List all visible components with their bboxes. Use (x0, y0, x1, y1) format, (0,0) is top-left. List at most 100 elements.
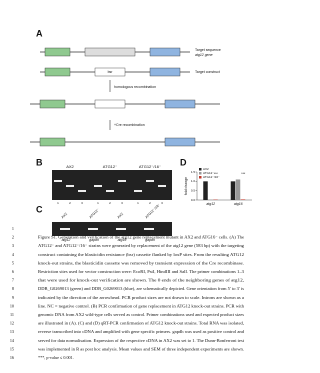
label: Target construct (195, 70, 220, 74)
line-number: 10 (10, 303, 14, 308)
primer-label: 1 (137, 201, 139, 205)
gel-band (54, 180, 62, 182)
line-number: 14 (10, 338, 15, 343)
caption-line: was implemented in R as post hoc analysi… (38, 346, 244, 351)
panel-label: C (36, 204, 43, 214)
legend-label: ATG12⁻ (203, 171, 214, 175)
gene-box (149, 47, 181, 57)
lane-label: ATG12⁻ (103, 164, 118, 169)
gene-box (164, 99, 196, 109)
y-tick-label: 1.5 (191, 170, 196, 174)
caption-line: Restriction sites used for vector constr… (38, 269, 244, 275)
caption-line: ***, p-value ≤ 0.001. (38, 355, 74, 361)
primer-label: 1 (97, 201, 99, 205)
caption-line: DDB_G0269013 (green) and DDB_G0269013 (b… (38, 286, 244, 292)
bar (235, 179, 241, 200)
legend-swatch (199, 172, 202, 175)
annotation: *** (241, 172, 246, 176)
gene-box (39, 137, 66, 147)
line-number: 11 (10, 312, 14, 317)
primer-label: 2 (149, 201, 151, 205)
y-tick-label: 0.5 (191, 188, 196, 192)
panel-label: D (180, 157, 187, 167)
caption-line: reverse transcribed into cDNA and amplif… (38, 329, 245, 334)
gel-band (116, 228, 126, 230)
label: Target sequence (195, 48, 221, 52)
panel-bc: B C D (36, 157, 187, 236)
caption-line: knock-out strains, the blasticidin casse… (38, 260, 244, 266)
legend-swatch (199, 176, 202, 179)
gel-image (52, 222, 172, 236)
label: atg12 gene (195, 53, 213, 57)
caption-line: Figure S1. Generation and verification o… (38, 235, 244, 240)
primer-label: 3 (121, 201, 123, 205)
caption-line: are illustrated in (A). (C) and (D) qRT-… (38, 321, 244, 327)
gel-band (78, 190, 86, 192)
gel-band (106, 190, 114, 192)
gel-band (88, 228, 98, 230)
line-number: 13 (10, 329, 14, 334)
caption-line: that were used for knock-out verificatio… (38, 278, 244, 284)
caption-line: indicated by the direction of the arrowh… (38, 295, 244, 300)
lane-label: AX2 (61, 212, 69, 220)
lane-label: ATG12⁻ (89, 207, 101, 219)
lane-label: ATG12⁻/16⁻ (139, 164, 161, 169)
gene-box (44, 47, 71, 57)
gel-band (134, 190, 142, 192)
line-number: 4 (12, 252, 15, 257)
gel-band (158, 185, 166, 187)
y-tick-label: 1.0 (191, 179, 196, 183)
y-axis-title: fold change (184, 177, 188, 195)
gene-label: atg12 (62, 238, 71, 242)
line-number: 5 (12, 260, 14, 265)
gel-band (60, 228, 70, 230)
line-number: 12 (10, 321, 14, 326)
label: bsr (108, 70, 114, 74)
x-tick-label: atg16 (234, 202, 243, 206)
bar (240, 199, 246, 200)
line-number: 7 (12, 278, 14, 283)
panel-label: B (36, 157, 43, 167)
caption-line: genomic DNA from AX2 wild-type cells ser… (38, 312, 244, 317)
panel-a: A Target sequence atg12 gene bsr Target … (30, 28, 221, 147)
caption-line: served for data normalisation. Expressio… (38, 338, 245, 343)
caption-line: ATG12⁻ and ATG12⁻/16⁻ strains were gener… (38, 243, 245, 248)
legend-label: AX2 (203, 167, 209, 171)
annotation: *** (214, 172, 219, 176)
label: homologous recombination (114, 85, 156, 89)
legend-label: ATG12⁻/16⁻ (203, 175, 220, 179)
primer-label: 3 (161, 201, 163, 205)
gene-label: gapdh (145, 238, 155, 242)
gene-box (94, 99, 126, 109)
primer-label: 2 (69, 201, 71, 205)
primer-label: 1 (57, 201, 59, 205)
x-tick-label: atg12 (206, 202, 215, 206)
gene-box (94, 67, 126, 77)
line-number: 16 (10, 355, 14, 360)
primer-label: 2 (109, 201, 111, 205)
lane-label: AX2 (117, 212, 125, 220)
line-number: 6 (12, 269, 14, 274)
line-number: 3 (12, 243, 14, 248)
gel-band (118, 180, 126, 182)
gene-label: atg16 (118, 238, 127, 242)
gene-box (149, 67, 181, 77)
legend-swatch (199, 168, 202, 171)
line-number: 15 (10, 346, 14, 351)
line-number: 1 (12, 226, 14, 231)
bar (203, 181, 208, 200)
bar (230, 181, 236, 200)
line-number: 8 (12, 286, 14, 291)
gene-box (84, 47, 136, 57)
gel-band (146, 180, 154, 182)
line-number: 2 (12, 235, 14, 240)
gel-band (144, 228, 154, 230)
gene-box (44, 67, 71, 77)
gel-band (66, 185, 74, 187)
page: A Target sequence atg12 gene bsr Target … (10, 28, 252, 361)
primer-label: 3 (81, 201, 83, 205)
line-number: 9 (12, 295, 14, 300)
panel-label: A (36, 28, 43, 38)
caption-line: line. NC = negative control. (B) PCR con… (38, 303, 245, 308)
gene-label: gapdh (89, 238, 99, 242)
